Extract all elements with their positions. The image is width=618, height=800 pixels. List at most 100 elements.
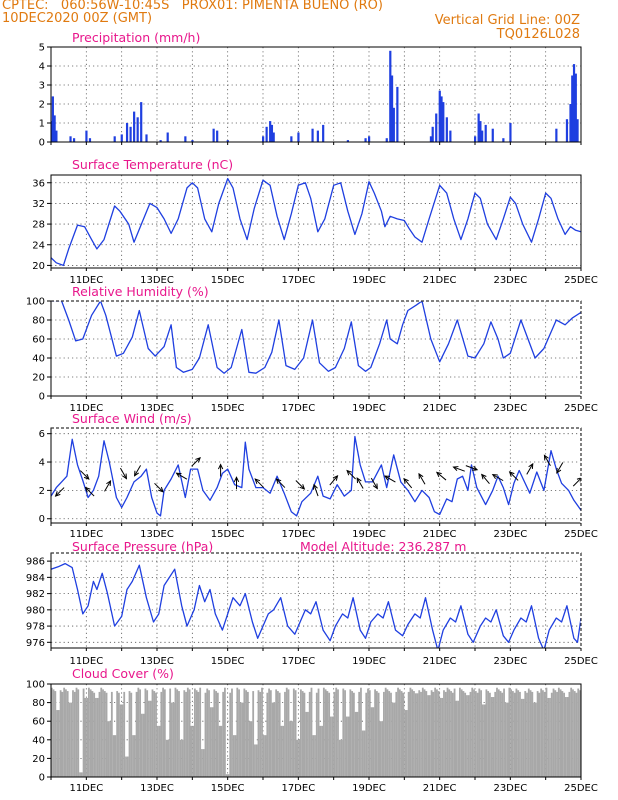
cloud-bar bbox=[460, 689, 463, 777]
precip-bar bbox=[129, 126, 132, 142]
cloud-bar bbox=[190, 725, 193, 777]
cloud-bar bbox=[307, 711, 309, 777]
precip-bar bbox=[269, 121, 272, 142]
wind-arrow bbox=[403, 477, 413, 489]
cloud-bar bbox=[102, 689, 104, 777]
precip-bar bbox=[51, 96, 54, 142]
cloud-bar bbox=[409, 687, 412, 777]
precip-bar bbox=[265, 126, 268, 142]
cloud-bar bbox=[51, 687, 53, 777]
cloud-bar bbox=[386, 689, 389, 777]
x-tick-label: 13DEC bbox=[140, 275, 174, 286]
panel-5: 976 978 980 982 984 986 11DEC 13DEC 15DEC 17DEC 19… bbox=[26, 539, 598, 667]
cloud-bar bbox=[59, 690, 62, 777]
cloud-bar bbox=[372, 707, 375, 777]
cloud-bar bbox=[351, 691, 354, 777]
cloud-bar bbox=[264, 735, 267, 777]
cloud-bar bbox=[324, 689, 327, 777]
cloud-bar bbox=[414, 693, 417, 777]
wind-arrow bbox=[435, 471, 447, 481]
precip-bar bbox=[449, 130, 452, 142]
cloud-bar bbox=[186, 687, 189, 777]
cloud-bar bbox=[176, 689, 179, 777]
cloud-bar bbox=[118, 692, 120, 777]
panel-frame bbox=[50, 683, 582, 778]
cloud-bar bbox=[139, 689, 142, 777]
cloud-bar bbox=[73, 691, 76, 777]
panel-frame bbox=[50, 174, 582, 269]
cloud-bar bbox=[476, 692, 479, 777]
header-station: CPTEC: 060:56W-10:45S PROX01: PIMENTA BU… bbox=[2, 0, 383, 13]
cloud-bar bbox=[294, 690, 297, 777]
cloud-bar bbox=[457, 700, 460, 777]
x-tick-label: 15DEC bbox=[211, 529, 245, 540]
wind-arrow bbox=[217, 463, 224, 477]
cloud-bar bbox=[464, 692, 467, 777]
panel-6: 0 20 40 60 80 100 11DEC 13DEC 15DEC 17DEC 19DEC 21D… bbox=[26, 666, 598, 794]
x-tick-label: 15DEC bbox=[211, 403, 245, 414]
x-tick-label: 25DEC bbox=[564, 275, 598, 286]
cloud-bar bbox=[195, 690, 198, 777]
cloud-bar bbox=[367, 688, 369, 777]
y-tick-label: 1 bbox=[39, 119, 45, 130]
cloud-bar bbox=[172, 702, 175, 777]
precip-bar bbox=[316, 130, 319, 142]
cloud-bar bbox=[218, 725, 221, 777]
cloud-bar bbox=[280, 725, 283, 777]
cloud-bar bbox=[160, 691, 163, 777]
cloud-bar bbox=[178, 691, 180, 777]
cloud-bar bbox=[427, 695, 429, 777]
cloud-bar bbox=[52, 689, 55, 777]
y-tick-label: 40 bbox=[32, 735, 45, 746]
grid bbox=[51, 553, 581, 648]
cloud-bar bbox=[262, 735, 265, 777]
cloud-bar bbox=[352, 692, 355, 777]
cloud-bar bbox=[289, 721, 292, 777]
cloud-bar bbox=[354, 711, 357, 777]
cloud-bar bbox=[109, 721, 111, 777]
cloud-bar bbox=[121, 704, 124, 777]
cloud-bar bbox=[522, 698, 525, 777]
cloud-bar bbox=[116, 691, 119, 777]
panel-frame bbox=[50, 300, 582, 397]
wind-arrow bbox=[295, 480, 306, 490]
precip-bar bbox=[438, 90, 441, 142]
panel-title: Precipitation (mm/h) bbox=[72, 30, 200, 45]
panel-annotation: Model Altitude: 236.287 m bbox=[300, 539, 466, 554]
cloud-bar bbox=[107, 721, 110, 777]
cloud-bar bbox=[234, 735, 237, 777]
cloud-bar bbox=[70, 702, 73, 777]
x-tick-label: 23DEC bbox=[493, 783, 527, 794]
x-tick-label: 11DEC bbox=[69, 783, 103, 794]
panel-frame bbox=[50, 427, 582, 524]
cloud-bar bbox=[137, 687, 140, 777]
cloud-bar bbox=[132, 735, 134, 777]
cloud-bar bbox=[345, 716, 348, 777]
x-tick-label: 19DEC bbox=[352, 529, 386, 540]
x-tick-label: 15DEC bbox=[211, 275, 245, 286]
precip-bar bbox=[474, 136, 477, 142]
panel-1: 0 1 2 3 4 5 Precipitation (mm/h) bbox=[39, 30, 582, 149]
cloud-bar bbox=[570, 687, 573, 777]
cloud-bar bbox=[185, 691, 187, 777]
y-tick-label: 20 bbox=[32, 754, 45, 765]
cloud-bar bbox=[216, 692, 219, 777]
cloud-bar bbox=[531, 691, 534, 777]
x-tick-label: 17DEC bbox=[281, 783, 315, 794]
cloud-bar bbox=[135, 691, 138, 777]
precip-bar bbox=[435, 113, 438, 142]
x-tick-label: 21DEC bbox=[423, 656, 457, 667]
precip-bar bbox=[140, 102, 143, 142]
cloud-bar bbox=[418, 690, 421, 777]
cloud-bar bbox=[149, 700, 152, 777]
cloud-bar bbox=[473, 689, 475, 777]
cloud-bar bbox=[349, 689, 352, 777]
cloud-bar bbox=[483, 704, 486, 777]
cloud-bar bbox=[331, 716, 334, 777]
precip-bar bbox=[322, 124, 325, 142]
wind-arrow bbox=[329, 474, 339, 486]
cloud-bar bbox=[489, 692, 491, 777]
plot-area bbox=[51, 177, 581, 267]
cloud-bar bbox=[520, 698, 523, 777]
cloud-bar bbox=[379, 721, 382, 777]
